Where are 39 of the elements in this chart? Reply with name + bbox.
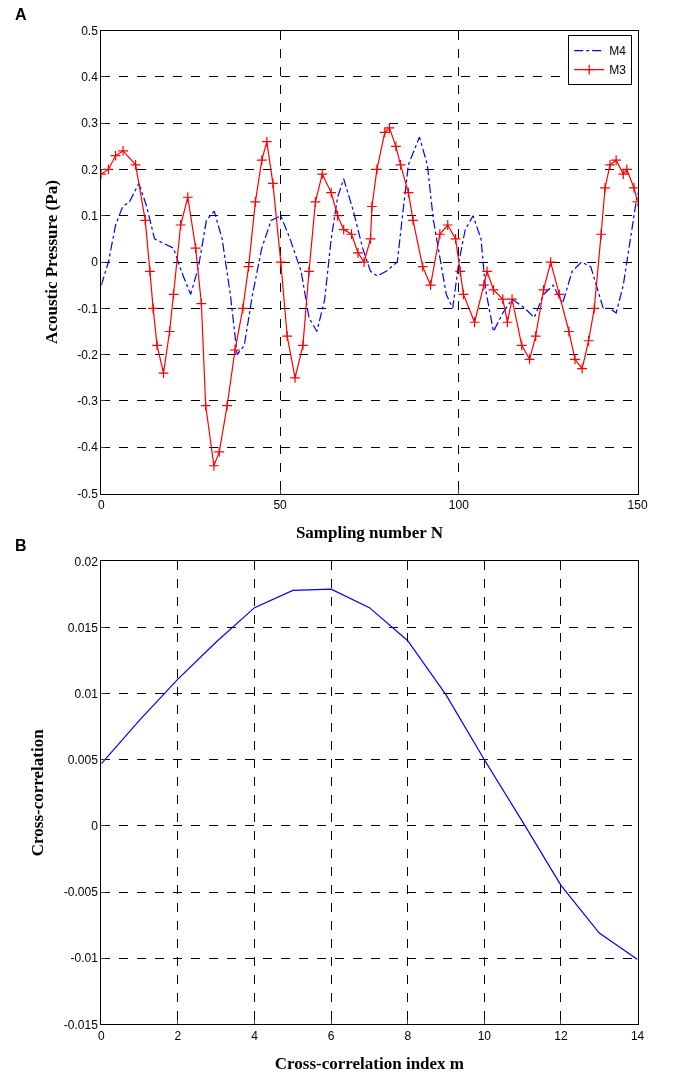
y-axis-title: Acoustic Pressure (Pa) [41,180,61,344]
y-tick-label: 0.4 [81,70,99,85]
x-tick-label: 100 [448,497,470,512]
y-tick-label: -0.1 [77,301,99,316]
y-tick-label: -0.4 [77,440,99,455]
y-tick-label: 0 [91,819,99,834]
y-tick-label: 0 [91,255,99,270]
x-tick-label: 150 [627,497,648,512]
y-tick-label: 0.1 [81,208,99,223]
y-tick-label: 0.015 [67,620,99,635]
x-axis-title: Sampling number N [295,523,444,543]
x-tick-label: 14 [630,1028,645,1043]
y-axis-title: Cross-correlation [28,728,48,857]
y-tick-label: 0.5 [81,23,99,38]
y-tick-label: 0.02 [74,554,99,569]
line-series [101,588,638,961]
legend-label: M4 [609,44,627,59]
legend-label: M3 [609,63,627,78]
x-tick-label: 4 [251,1028,259,1043]
x-tick-label: 12 [554,1028,568,1043]
y-tick-label: -0.005 [63,885,99,900]
y-tick-label: 0.01 [74,686,99,701]
text: B [15,537,27,554]
y-tick-label: -0.3 [77,394,99,409]
x-tick-label: 10 [477,1028,492,1043]
y-tick-label: 0.3 [81,116,99,131]
y-tick-label: -0.5 [77,486,99,501]
x-tick-label: 2 [174,1028,182,1043]
line-series [101,136,638,356]
x-tick-label: 8 [404,1028,412,1043]
y-tick-label: -0.2 [77,347,99,362]
x-tick-label: 6 [327,1028,335,1043]
x-tick-label: 50 [273,497,288,512]
y-tick-label: 0.2 [81,162,99,177]
x-axis-title: Cross-correlation index m [274,1054,465,1074]
y-tick-label: -0.01 [70,951,99,966]
y-tick-label: -0.015 [63,1017,99,1032]
text: A [15,6,27,23]
y-tick-label: 0.005 [67,752,99,767]
